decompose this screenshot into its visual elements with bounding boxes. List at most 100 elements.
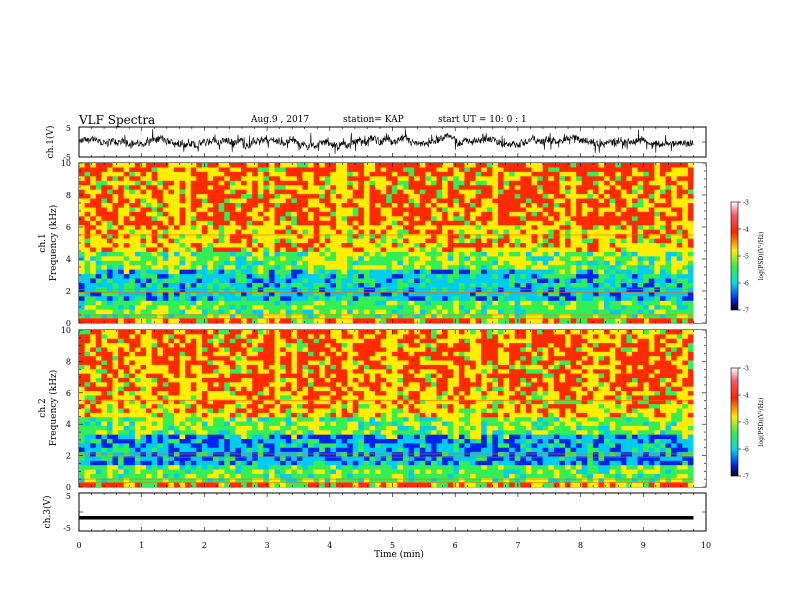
spectrogram-cell [118, 408, 124, 414]
spectrogram-cell [229, 287, 236, 293]
spectrogram-cell [676, 260, 683, 266]
spectrogram-cell [123, 356, 130, 361]
spectrogram-cell [213, 167, 219, 173]
spectrogram-cell [598, 318, 605, 324]
spectrogram-cell [196, 443, 203, 449]
spectrogram-cell [414, 287, 421, 293]
spectrogram-cell [224, 373, 231, 379]
spectrogram-cell [369, 318, 376, 324]
spectrogram-cell [90, 238, 97, 244]
spectrogram-cell [509, 296, 516, 302]
spectrogram-cell [84, 211, 91, 217]
spectrogram-cell [570, 176, 577, 182]
spectrogram-cell [363, 216, 370, 222]
spectrogram-cell [84, 256, 91, 262]
spectrogram-cell [190, 430, 197, 435]
spectrogram-cell [352, 225, 359, 230]
spectrogram-cell [659, 229, 666, 235]
spectrogram-cell [151, 176, 158, 182]
spectrogram-cell [414, 176, 421, 182]
spectrogram-cell [503, 314, 510, 319]
spectrogram-cell [213, 369, 219, 374]
spectrogram-cell [347, 265, 354, 270]
spectrogram-cell [397, 163, 404, 168]
spectrogram-cell [95, 283, 102, 288]
spectrogram-cell [252, 225, 259, 230]
spectrogram-cell [341, 207, 348, 213]
spectrogram-cell [687, 318, 694, 324]
spectrogram-cell [218, 207, 225, 213]
spectrogram-cell [414, 198, 421, 204]
spectrogram-cell [168, 425, 175, 431]
spectrogram-cell [598, 309, 605, 315]
spectrogram-cell [375, 198, 381, 204]
spectrogram-cell [151, 260, 158, 266]
spectrogram-cell [196, 260, 203, 266]
spectrogram-cell [280, 211, 286, 217]
spectrogram-cell [185, 408, 192, 414]
spectrogram-cell [123, 447, 130, 453]
spectrogram-cell [263, 274, 270, 279]
spectrogram-cell [430, 176, 437, 182]
spectrogram-cell [425, 180, 432, 186]
spectrogram-cell [687, 198, 694, 204]
spectrogram-cell [564, 300, 571, 306]
spectrogram-cell [95, 260, 102, 266]
spectrogram-cell [324, 211, 331, 217]
spectrogram-cell [224, 163, 231, 168]
spectrogram-cell [285, 203, 292, 208]
spectrogram-cell [486, 189, 493, 195]
spectrogram-cell [201, 430, 208, 435]
spectrogram-cell [79, 163, 85, 168]
spectrogram-cell [213, 309, 219, 315]
spectrogram-cell [207, 452, 214, 457]
spectrogram-cell [447, 291, 454, 297]
spectrogram-cell [268, 296, 275, 302]
spectrogram-cell [509, 247, 516, 253]
spectrogram-cell [464, 318, 471, 324]
spectrogram-cell [229, 260, 236, 266]
spectrogram-cell [419, 265, 426, 270]
spectrogram-cell [90, 216, 97, 222]
spectrogram-cell [185, 382, 192, 387]
spectrogram-cell [481, 194, 488, 199]
spectrogram-cell [525, 207, 532, 213]
spectrogram-cell [185, 300, 192, 306]
spectrogram-cell [185, 338, 192, 344]
spectrogram-cell [537, 269, 543, 275]
spectrogram-cell [604, 198, 610, 204]
spectrogram-cell [380, 234, 387, 239]
spectrogram-cell [95, 247, 102, 253]
spectrogram-cell [302, 234, 309, 239]
spectrogram-cell [643, 216, 650, 222]
spectrogram-cell [676, 291, 683, 297]
spectrogram-cell [224, 314, 231, 319]
spectrogram-cell [363, 314, 370, 319]
spectrogram-cell [95, 408, 102, 414]
spectrogram-cell [358, 163, 365, 168]
spectrogram-cell [268, 314, 275, 319]
spectrogram-cell [213, 318, 219, 324]
spectrogram-cell [386, 305, 393, 310]
spectrogram-cell [296, 225, 303, 230]
spectrogram-cell [280, 305, 286, 310]
spectrogram-cell [419, 291, 426, 297]
spectrogram-cell [442, 283, 448, 288]
spectrogram-cell [626, 300, 633, 306]
spectrogram-cell [397, 287, 404, 293]
spectrogram-cell [341, 269, 348, 275]
spectrogram-cell [537, 163, 543, 168]
spectrogram-cell [632, 198, 638, 204]
spectrogram-cell [95, 251, 102, 257]
spectrogram-cell [101, 207, 108, 213]
spectrogram-cell [576, 229, 583, 235]
spectrogram-cell [90, 430, 97, 435]
spectrogram-cell [352, 176, 359, 182]
spectrogram-cell [397, 309, 404, 315]
spectrogram-cell [587, 203, 594, 208]
spectrogram-cell [146, 347, 152, 353]
spectrogram-cell [185, 269, 192, 275]
spectrogram-cell [296, 309, 303, 315]
spectrogram-cell [335, 265, 342, 270]
spectrogram-cell [581, 180, 588, 186]
